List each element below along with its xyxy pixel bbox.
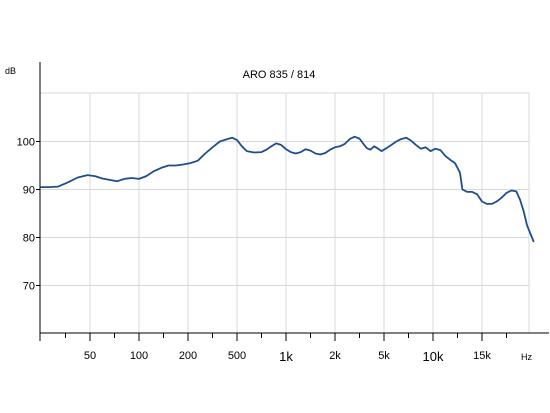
- series-layer: [40, 135, 535, 243]
- y-gridlines: [40, 141, 529, 286]
- x-tick-label: 15k: [473, 350, 491, 362]
- y-tick-label: 100: [17, 137, 35, 149]
- x-tick-label: 5k: [378, 350, 390, 362]
- x-tick-label: 2k: [329, 350, 341, 362]
- y-axis-unit-label: dB: [5, 66, 16, 76]
- y-ticks: 70 80 90 100: [17, 137, 40, 293]
- series-line: [40, 135, 535, 243]
- x-gridlines: [89, 93, 483, 333]
- y-tick-label: 90: [23, 185, 35, 197]
- x-axis-unit-label: Hz: [521, 352, 532, 362]
- x-tick-label: 1k: [279, 349, 293, 364]
- y-tick-label: 80: [23, 233, 35, 245]
- x-ticks: 50 100 200 500 1k 2k 5k 10k 15k: [39, 333, 507, 364]
- axes: [39, 62, 549, 334]
- x-tick-label: 10k: [423, 349, 444, 364]
- x-tick-label: 100: [130, 350, 148, 362]
- y-tick-label: 70: [23, 281, 35, 293]
- plot-frame: [39, 92, 530, 334]
- x-tick-label: 50: [84, 350, 96, 362]
- chart-title: ARO 835 / 814: [243, 69, 316, 81]
- x-tick-label: 500: [228, 350, 246, 362]
- x-tick-label: 200: [179, 350, 197, 362]
